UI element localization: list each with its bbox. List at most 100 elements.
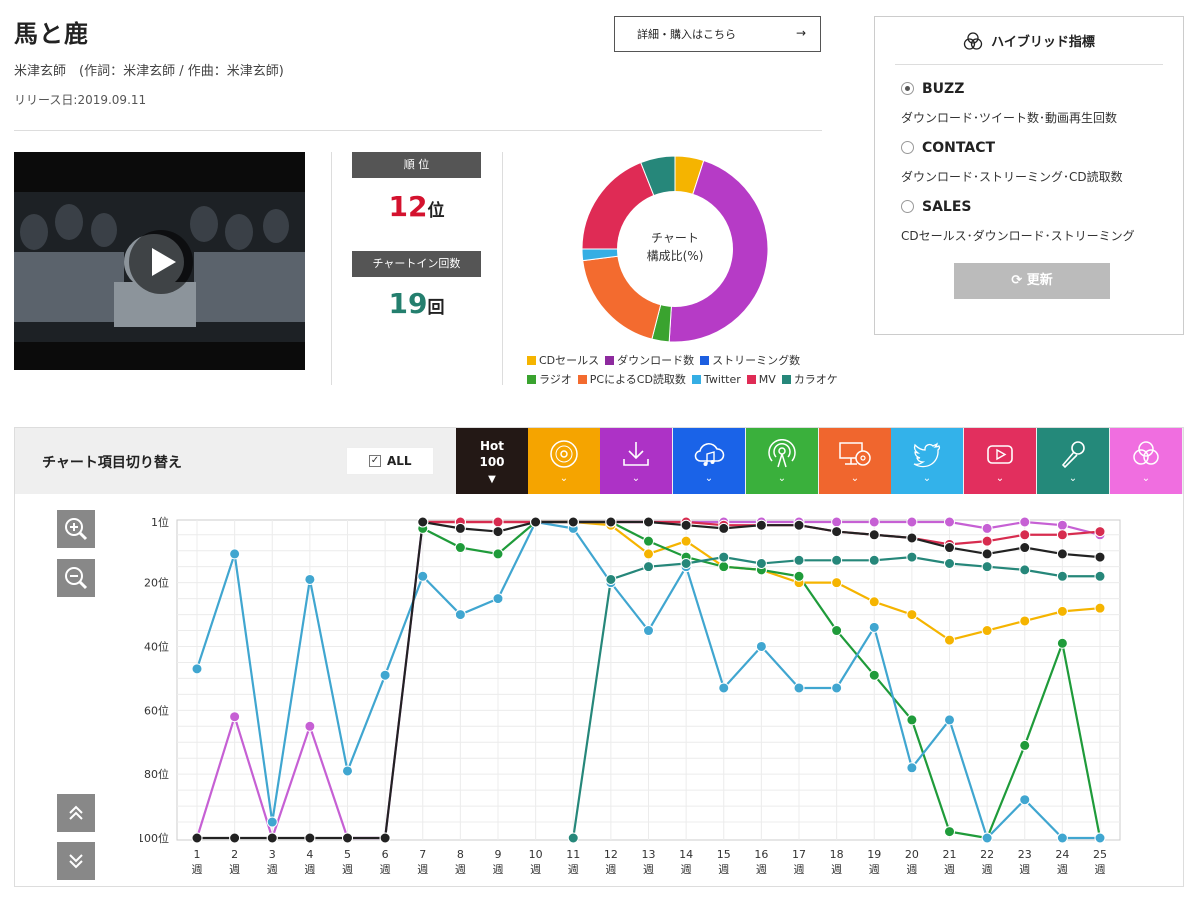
- zoom-out-button[interactable]: [57, 559, 95, 597]
- series-point[interactable]: [605, 573, 617, 585]
- series-point[interactable]: [944, 634, 955, 646]
- series-point[interactable]: [1056, 637, 1068, 649]
- tab-pc-cd[interactable]: ⌄: [819, 428, 891, 494]
- series-point[interactable]: [981, 535, 993, 547]
- series-point[interactable]: [191, 832, 203, 844]
- series-point[interactable]: [680, 535, 692, 547]
- series-point[interactable]: [492, 516, 504, 528]
- tab-hot100[interactable]: Hot 100 ▼: [456, 428, 528, 494]
- series-point[interactable]: [454, 542, 466, 554]
- radio-icon[interactable]: [901, 141, 914, 154]
- series-point[interactable]: [1019, 542, 1031, 554]
- series-point[interactable]: [981, 548, 993, 560]
- series-point[interactable]: [304, 720, 316, 732]
- series-point[interactable]: [680, 557, 692, 569]
- tab-download[interactable]: ⌄: [600, 428, 672, 494]
- series-point[interactable]: [981, 832, 993, 844]
- option-buzz[interactable]: BUZZ: [901, 81, 964, 97]
- series-point[interactable]: [906, 532, 918, 544]
- series-point[interactable]: [1094, 526, 1106, 538]
- series-point[interactable]: [793, 570, 805, 582]
- series-point[interactable]: [944, 714, 955, 726]
- series-point[interactable]: [981, 625, 993, 637]
- tab-twitter[interactable]: ⌄: [891, 428, 963, 494]
- series-point[interactable]: [868, 516, 880, 528]
- tab-streaming[interactable]: ⌄: [673, 428, 745, 494]
- series-point[interactable]: [1019, 794, 1031, 806]
- series-point[interactable]: [906, 516, 918, 528]
- series-point[interactable]: [417, 570, 429, 582]
- series-point[interactable]: [417, 516, 429, 528]
- series-point[interactable]: [981, 561, 993, 573]
- video-player[interactable]: [14, 152, 305, 370]
- series-point[interactable]: [1094, 551, 1106, 563]
- series-point[interactable]: [229, 832, 241, 844]
- series-point[interactable]: [342, 832, 353, 844]
- series-point[interactable]: [1056, 832, 1068, 844]
- radio-icon[interactable]: [901, 200, 914, 213]
- series-point[interactable]: [718, 682, 730, 694]
- series-point[interactable]: [1094, 832, 1106, 844]
- series-point[interactable]: [643, 625, 654, 637]
- series-point[interactable]: [1056, 519, 1068, 531]
- option-sales[interactable]: SALES: [901, 199, 972, 215]
- series-point[interactable]: [379, 832, 391, 844]
- series-point[interactable]: [643, 516, 654, 528]
- series-point[interactable]: [868, 669, 880, 681]
- series-point[interactable]: [680, 519, 692, 531]
- scroll-down-button[interactable]: [57, 842, 95, 880]
- series-point[interactable]: [944, 826, 955, 838]
- series-point[interactable]: [304, 832, 316, 844]
- series-point[interactable]: [1019, 516, 1031, 528]
- series-point[interactable]: [831, 577, 843, 589]
- series-point[interactable]: [1019, 529, 1031, 541]
- tab-hybrid[interactable]: ⌄: [1110, 428, 1182, 494]
- series-point[interactable]: [793, 682, 805, 694]
- buy-button[interactable]: 詳細・購入はこちら →: [614, 16, 821, 52]
- series-point[interactable]: [643, 548, 654, 560]
- series-point[interactable]: [981, 522, 993, 534]
- series-point[interactable]: [906, 551, 918, 563]
- series-point[interactable]: [567, 832, 579, 844]
- option-contact[interactable]: CONTACT: [901, 140, 995, 156]
- series-point[interactable]: [643, 561, 654, 573]
- series-point[interactable]: [492, 548, 504, 560]
- series-point[interactable]: [605, 516, 617, 528]
- tab-radio[interactable]: ⌄: [746, 428, 818, 494]
- tab-karaoke[interactable]: ⌄: [1037, 428, 1109, 494]
- series-point[interactable]: [1094, 602, 1106, 614]
- scroll-up-button[interactable]: [57, 794, 95, 832]
- series-point[interactable]: [454, 522, 466, 534]
- series-point[interactable]: [944, 542, 955, 554]
- series-point[interactable]: [831, 625, 843, 637]
- series-point[interactable]: [755, 640, 767, 652]
- series-point[interactable]: [304, 573, 316, 585]
- series-point[interactable]: [1094, 570, 1106, 582]
- series-point[interactable]: [868, 554, 880, 566]
- series-point[interactable]: [944, 516, 955, 528]
- series-point[interactable]: [1056, 548, 1068, 560]
- series-point[interactable]: [906, 714, 918, 726]
- series-point[interactable]: [567, 516, 579, 528]
- series-point[interactable]: [1019, 615, 1031, 627]
- series-point[interactable]: [718, 551, 730, 563]
- series-point[interactable]: [906, 609, 918, 621]
- series-point[interactable]: [342, 765, 353, 777]
- series-point[interactable]: [831, 682, 843, 694]
- series-point[interactable]: [229, 711, 241, 723]
- checkbox-icon[interactable]: ✓: [369, 455, 381, 467]
- series-point[interactable]: [643, 535, 654, 547]
- series-point[interactable]: [831, 516, 843, 528]
- series-point[interactable]: [454, 609, 466, 621]
- series-point[interactable]: [906, 762, 918, 774]
- series-point[interactable]: [755, 557, 767, 569]
- series-point[interactable]: [1056, 529, 1068, 541]
- series-point[interactable]: [868, 596, 880, 608]
- all-checkbox[interactable]: ✓ ALL: [346, 447, 434, 475]
- zoom-in-button[interactable]: [57, 510, 95, 548]
- tab-cd-sales[interactable]: ⌄: [528, 428, 600, 494]
- series-point[interactable]: [191, 663, 203, 675]
- series-point[interactable]: [379, 669, 391, 681]
- series-point[interactable]: [1019, 739, 1031, 751]
- series-point[interactable]: [755, 519, 767, 531]
